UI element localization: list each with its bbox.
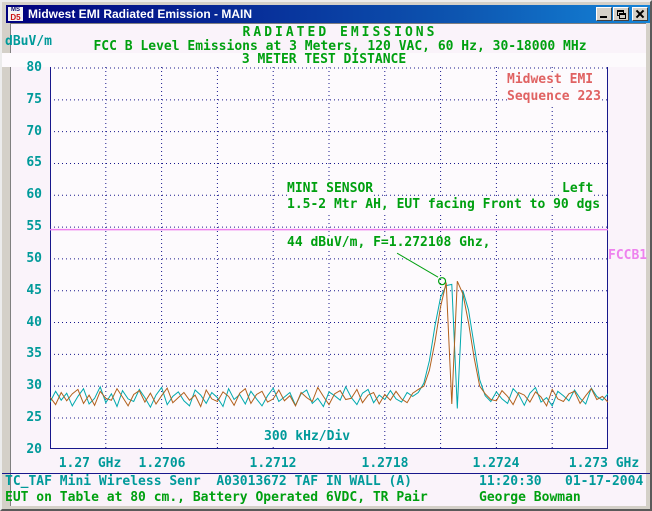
status-separator xyxy=(2,473,650,474)
chart-title: RADIATED EMISSIONS xyxy=(242,25,438,40)
app-icon[interactable]: MS D5 xyxy=(8,6,23,22)
plot-border xyxy=(50,59,608,449)
app-icon-text-bottom: D5 xyxy=(10,12,21,22)
y-tick-label: 35 xyxy=(26,346,42,362)
x-tick-label: 1.27 GHz xyxy=(58,456,122,471)
trace-cyan xyxy=(50,283,608,409)
y-tick-label: 55 xyxy=(26,219,42,235)
restore-button[interactable] xyxy=(613,7,629,21)
peak-marker-circle xyxy=(437,277,447,286)
trace-brown xyxy=(50,280,608,408)
y-tick-label: 80 xyxy=(26,60,42,75)
test-distance-label: 3 METER TEST DISTANCE xyxy=(2,53,646,67)
x-tick-label: 1.273 GHz xyxy=(568,456,640,471)
sensor-name-label: MINI SENSOR xyxy=(287,181,374,196)
app-icon-text-top: MS xyxy=(11,6,20,13)
minimize-icon xyxy=(600,16,607,18)
close-button[interactable] xyxy=(632,7,648,21)
y-tick-label: 40 xyxy=(26,314,42,330)
y-tick-label: 70 xyxy=(26,123,42,139)
status-operator: George Bowman xyxy=(479,490,581,505)
status-test-id: TC_TAF Mini Wireless Senr A03013672 TAF … xyxy=(5,474,412,489)
y-tick-label: 25 xyxy=(26,409,42,425)
y-tick-label: 20 xyxy=(26,441,42,457)
y-tick-label: 60 xyxy=(26,187,42,203)
y-tick-label: 75 xyxy=(26,91,42,107)
x-tick-label: 1.2706 xyxy=(138,456,186,471)
title-bar[interactable]: MS D5 Midwest EMI Radiated Emission - MA… xyxy=(6,5,650,23)
y-tick-label: 30 xyxy=(26,378,42,394)
status-eut-setup: EUT on Table at 80 cm., Battery Operated… xyxy=(5,490,428,505)
sequence-label: Sequence 223 xyxy=(507,89,601,104)
y-tick-label: 50 xyxy=(26,250,42,266)
spectrum-plot xyxy=(50,59,608,449)
x-tick-label: 1.2724 xyxy=(472,456,520,471)
y-axis-unit-label: dBuV/m xyxy=(5,34,52,49)
status-time: 11:20:30 xyxy=(479,474,542,489)
x-tick-label: 1.2712 xyxy=(249,456,297,471)
orientation-label: Left xyxy=(562,181,594,196)
sensor-setup-label: 1.5-2 Mtr AH, EUT facing Front to 90 dgs xyxy=(287,197,601,212)
window-title: Midwest EMI Radiated Emission - MAIN xyxy=(28,7,253,21)
x-tick-label: 1.2718 xyxy=(361,456,409,471)
vendor-name-label: Midwest EMI xyxy=(507,72,594,87)
minimize-button[interactable] xyxy=(596,7,612,21)
y-tick-label: 45 xyxy=(26,282,42,298)
limit-line-label: FCCB1 xyxy=(608,248,648,263)
y-tick-label: 65 xyxy=(26,155,42,171)
status-date: 01-17-2004 xyxy=(565,474,644,489)
span-per-div-label: 300 kHz/Div xyxy=(264,429,351,444)
peak-marker-label: 44 dBuV/m, F=1.272108 Ghz, xyxy=(287,235,491,250)
peak-leader-line xyxy=(396,252,439,278)
chart-subtitle: FCC B Level Emissions at 3 Meters, 120 V… xyxy=(93,39,587,54)
